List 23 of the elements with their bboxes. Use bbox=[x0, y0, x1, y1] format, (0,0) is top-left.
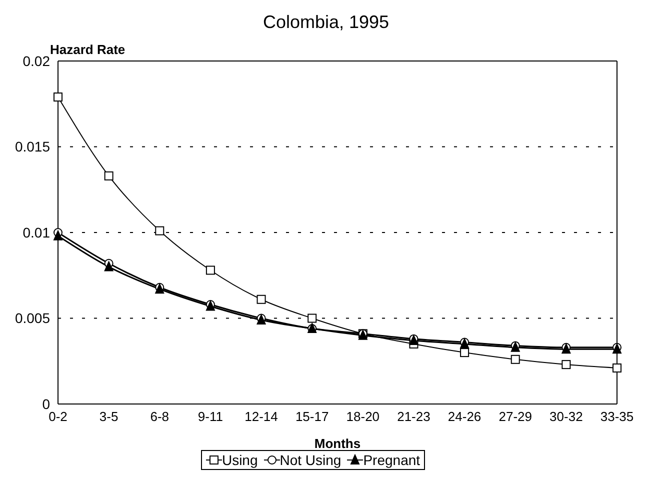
x-tick-label: 3-5 bbox=[99, 409, 118, 424]
x-tick-label: 9-11 bbox=[198, 409, 223, 424]
legend-label: Pregnant bbox=[362, 452, 420, 468]
y-tick-label: 0.02 bbox=[22, 52, 50, 69]
legend-label: Using bbox=[220, 452, 258, 468]
y-tick-label: 0.015 bbox=[14, 138, 50, 155]
y-tick-label: 0.005 bbox=[14, 310, 50, 326]
y-axis-title: Hazard Rate bbox=[50, 42, 126, 57]
x-tick-label: 18-20 bbox=[346, 409, 380, 424]
chart-title: Colombia, 1995 bbox=[262, 11, 390, 34]
y-tick-label: 0.01 bbox=[22, 224, 50, 240]
legend-label: Not Using bbox=[278, 452, 342, 468]
x-tick-label: 27-29 bbox=[498, 409, 532, 424]
x-tick-label: 15-17 bbox=[295, 409, 329, 424]
x-tick-label: 6-8 bbox=[150, 409, 170, 424]
x-axis-title: Months bbox=[314, 436, 361, 451]
x-tick-label: 30-32 bbox=[550, 409, 583, 424]
x-tick-label: 21-23 bbox=[397, 409, 430, 424]
y-tick-label: 0 bbox=[42, 396, 50, 412]
x-tick-label: 33-35 bbox=[600, 409, 634, 424]
x-tick-label: 24-26 bbox=[448, 409, 482, 424]
x-tick-label: 12-14 bbox=[244, 409, 278, 424]
x-tick-label: 0-2 bbox=[48, 409, 68, 424]
